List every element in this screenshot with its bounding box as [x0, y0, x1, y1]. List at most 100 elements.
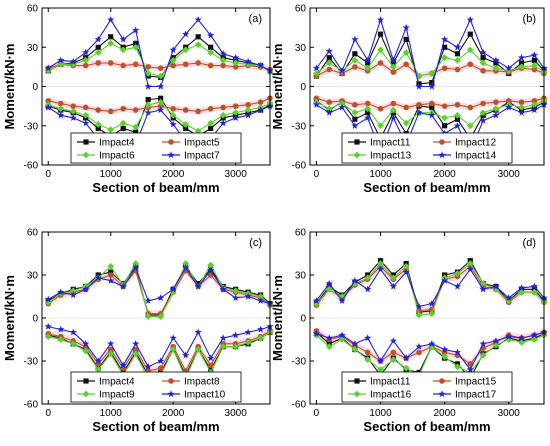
data-point-impact6	[94, 121, 102, 128]
data-point-impact9	[257, 334, 265, 342]
data-point-impact10	[94, 357, 102, 365]
data-point-impact13	[389, 106, 397, 114]
data-point-impact17	[338, 331, 346, 339]
data-point-impact7	[232, 114, 240, 121]
data-point-impact14	[505, 64, 513, 72]
data-point-impact9	[69, 287, 77, 295]
data-point-impact17	[389, 337, 397, 345]
x-axis-label: Section of beam/mm	[92, 419, 219, 434]
data-point-impact12	[429, 100, 435, 107]
data-point-impact5	[82, 104, 89, 111]
data-point-impact13	[377, 46, 384, 54]
data-point-impact12	[326, 99, 333, 105]
data-point-impact9	[132, 260, 140, 267]
data-point-impact6	[132, 43, 140, 51]
data-point-impact10	[232, 331, 240, 339]
data-point-impact9	[169, 346, 177, 353]
legend-label: Impact6	[99, 151, 135, 162]
legend-box	[341, 132, 513, 164]
data-point-impact7	[44, 103, 52, 111]
y-tick-label: -60	[292, 400, 307, 411]
data-point-impact12	[403, 61, 409, 68]
data-point-impact12	[352, 64, 358, 70]
data-point-impact6	[232, 109, 240, 117]
data-point-impact5	[120, 62, 127, 69]
data-point-impact12	[531, 98, 538, 104]
data-point-impact14	[376, 15, 385, 23]
data-point-impact6	[144, 101, 152, 109]
band-positive	[316, 59, 544, 80]
data-point-impact6	[182, 121, 190, 128]
data-point-impact10	[107, 340, 115, 347]
data-point-impact6	[57, 105, 65, 113]
data-point-impact16	[377, 260, 384, 267]
data-point-impact7	[132, 26, 140, 34]
legend-marker	[438, 390, 446, 398]
data-point-impact8	[107, 272, 114, 278]
data-point-impact13	[389, 63, 397, 71]
data-point-impact12	[313, 95, 320, 102]
data-point-impact13	[466, 122, 474, 130]
data-point-impact13	[338, 100, 346, 107]
data-point-impact11	[429, 79, 435, 86]
y-tick-label: 0	[300, 82, 306, 93]
data-point-impact15	[416, 349, 422, 356]
data-point-impact14	[453, 121, 462, 129]
data-point-impact16	[364, 356, 372, 363]
data-point-impact17	[376, 265, 385, 273]
data-point-impact4	[145, 96, 151, 103]
data-point-impact13	[325, 105, 333, 113]
data-point-impact4	[208, 125, 214, 131]
x-tick-label: 0	[314, 408, 320, 419]
data-point-impact17	[428, 340, 436, 347]
data-point-impact6	[182, 46, 190, 54]
data-point-impact16	[454, 270, 461, 277]
data-point-impact13	[364, 105, 372, 113]
data-point-impact13	[325, 59, 333, 67]
data-point-impact16	[364, 274, 372, 282]
data-point-impact12	[377, 60, 384, 66]
y-axis-label: Moment/kN·m	[270, 44, 285, 130]
legend-label: Impact9	[99, 390, 135, 401]
data-point-impact16	[325, 343, 333, 351]
data-point-impact13	[351, 109, 359, 117]
x-tick-label: 2000	[162, 169, 185, 180]
y-tick-label: 60	[295, 228, 307, 239]
data-point-impact8	[132, 346, 139, 353]
data-point-impact13	[492, 64, 500, 72]
data-point-impact13	[466, 46, 474, 54]
data-point-impact7	[194, 15, 202, 23]
data-point-impact12	[480, 100, 486, 107]
data-point-impact14	[530, 106, 538, 114]
data-point-impact7	[219, 119, 227, 127]
data-point-impact17	[415, 302, 423, 310]
legend-marker	[82, 151, 90, 159]
data-point-impact6	[82, 111, 90, 119]
data-point-impact8	[157, 365, 164, 371]
data-point-impact10	[132, 340, 140, 347]
data-point-impact14	[338, 67, 346, 74]
x-tick-label: 2000	[434, 408, 457, 419]
data-point-impact14	[479, 116, 487, 124]
x-tick-label: 1000	[369, 408, 392, 419]
data-point-impact13	[377, 122, 384, 130]
data-point-impact17	[338, 297, 346, 304]
legend-label: Impact14	[455, 151, 497, 162]
data-point-impact14	[505, 103, 513, 111]
data-point-impact10	[194, 328, 202, 336]
data-point-impact11	[390, 60, 396, 66]
data-point-impact10	[232, 294, 240, 302]
data-point-impact11	[531, 57, 537, 63]
data-point-impact5	[232, 64, 239, 70]
legend-marker	[83, 378, 89, 384]
data-point-impact14	[441, 35, 449, 43]
data-point-impact9	[94, 366, 102, 373]
data-point-impact16	[441, 353, 449, 361]
data-point-impact9	[257, 293, 265, 300]
data-point-impact17	[492, 337, 500, 345]
data-point-impact7	[169, 120, 177, 128]
data-point-impact5	[45, 98, 52, 104]
data-point-impact5	[170, 62, 176, 69]
data-point-impact5	[220, 104, 226, 111]
